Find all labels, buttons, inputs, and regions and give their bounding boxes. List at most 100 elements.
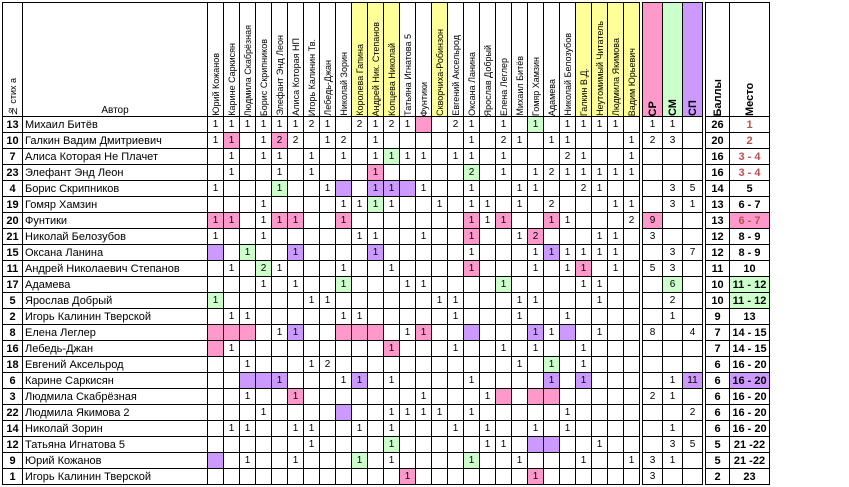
- vote-cell: [367, 324, 384, 341]
- table-row: 23 Элефант Энд Леон 1 1 1 1 2 1 1 2 1 1 1 1 1 16 3 - 4: [2, 164, 770, 181]
- vote-cell: 1: [511, 132, 528, 149]
- table-row: 16 Лебедь-Джан 1 1 1 1 1 1 7 14 - 15: [2, 340, 770, 357]
- score-cell: 6: [705, 388, 730, 405]
- vote-cell: [447, 372, 464, 389]
- vote-cell: 1: [223, 148, 240, 165]
- vote-cell: 1: [367, 180, 384, 197]
- vote-cell: 1: [463, 180, 480, 197]
- sp-cell: 11: [682, 372, 703, 389]
- vote-cell: 1: [543, 244, 560, 261]
- vote-cell: [447, 324, 464, 341]
- vote-cell: [271, 244, 288, 261]
- vote-cell: [335, 420, 352, 437]
- vote-cell: 1: [255, 404, 272, 421]
- vote-cell: [479, 276, 496, 293]
- vote-cell: [591, 356, 608, 373]
- vote-cell: [287, 340, 304, 357]
- row-author: Игорь Калинин Тверской: [22, 308, 208, 325]
- vote-cell: [575, 388, 592, 405]
- vote-cell: [543, 292, 560, 309]
- vote-cell: 1: [463, 228, 480, 245]
- vote-cell: 1: [559, 308, 576, 325]
- vote-cell: [351, 388, 368, 405]
- vote-cell: 1: [271, 180, 288, 197]
- vote-cell: [319, 196, 336, 213]
- judge-header: Юрий Кожанов: [207, 2, 224, 117]
- vote-cell: 1: [415, 388, 432, 405]
- vote-cell: [303, 372, 320, 389]
- vote-cell: 1: [575, 452, 592, 469]
- place-cell: 8 - 9: [729, 244, 770, 261]
- row-author: Адамева: [22, 276, 208, 293]
- judge-name: Елена Леглер: [498, 58, 509, 116]
- vote-cell: [367, 420, 384, 437]
- score-cell: 16: [705, 148, 730, 165]
- vote-cell: [559, 468, 576, 485]
- vote-cell: [623, 356, 640, 373]
- place-cell: 5: [729, 180, 770, 197]
- vote-cell: [367, 260, 384, 277]
- vote-cell: [383, 164, 400, 181]
- vote-cell: [463, 388, 480, 405]
- vote-cell: [623, 308, 640, 325]
- vote-cell: [239, 404, 256, 421]
- vote-cell: 1: [383, 420, 400, 437]
- row-author: Николай Зорин: [22, 420, 208, 437]
- vote-cell: 1: [495, 212, 512, 229]
- vote-cell: 1: [463, 372, 480, 389]
- vote-cell: 1: [559, 260, 576, 277]
- vote-cell: [479, 292, 496, 309]
- score-cell: 11: [705, 260, 730, 277]
- vote-cell: [527, 308, 544, 325]
- vote-cell: [335, 324, 352, 341]
- vote-cell: [223, 228, 240, 245]
- vote-cell: 1: [399, 404, 416, 421]
- vote-cell: [575, 420, 592, 437]
- vote-cell: [511, 420, 528, 437]
- vote-cell: 1: [591, 436, 608, 453]
- vote-cell: [463, 468, 480, 485]
- judge-header: Елена Леглер: [495, 2, 512, 117]
- vote-cell: 1: [607, 228, 624, 245]
- header-num-label: № стих а: [7, 77, 18, 116]
- judge-name: Гомяр Хамзин: [530, 56, 541, 116]
- judge-header: Михаил Битёв: [511, 2, 528, 117]
- vote-cell: 1: [223, 116, 240, 133]
- vote-cell: [223, 244, 240, 261]
- vote-cell: [623, 276, 640, 293]
- sm-cell: 3: [662, 180, 683, 197]
- vote-cell: 2: [271, 132, 288, 149]
- sr-cell: 3: [642, 468, 663, 485]
- row-number: 15: [2, 244, 23, 261]
- vote-cell: 1: [575, 244, 592, 261]
- vote-cell: 1: [463, 404, 480, 421]
- vote-cell: [559, 452, 576, 469]
- vote-cell: 1: [511, 292, 528, 309]
- place-cell: 16 - 20: [729, 404, 770, 421]
- score-cell: 6: [705, 356, 730, 373]
- judge-header: Николай Белозубов: [559, 2, 576, 117]
- vote-cell: [415, 372, 432, 389]
- judge-name: Татьяна Игнатова 5: [402, 34, 413, 116]
- vote-cell: [207, 468, 224, 485]
- judge-header: Людмила Якимова: [607, 2, 624, 117]
- vote-cell: [319, 228, 336, 245]
- judge-name: Скворчиха-Робинзон: [434, 29, 445, 116]
- vote-cell: 1: [479, 196, 496, 213]
- table-row: 6 Карине Саркисян 1 1 1 1 1 1 1 1 11 6 16 - 20: [2, 372, 770, 389]
- vote-cell: [479, 132, 496, 149]
- vote-cell: 1: [463, 212, 480, 229]
- vote-cell: [207, 244, 224, 261]
- vote-cell: [543, 116, 560, 133]
- vote-cell: [367, 404, 384, 421]
- vote-cell: [431, 356, 448, 373]
- vote-cell: 1: [207, 228, 224, 245]
- vote-cell: [543, 436, 560, 453]
- row-author: Евгений Аксельрод: [22, 356, 208, 373]
- judge-name: Копцева Николай: [386, 42, 397, 116]
- vote-cell: [287, 436, 304, 453]
- vote-cell: 1: [383, 404, 400, 421]
- vote-cell: 1: [335, 276, 352, 293]
- vote-cell: [239, 180, 256, 197]
- vote-cell: 1: [335, 260, 352, 277]
